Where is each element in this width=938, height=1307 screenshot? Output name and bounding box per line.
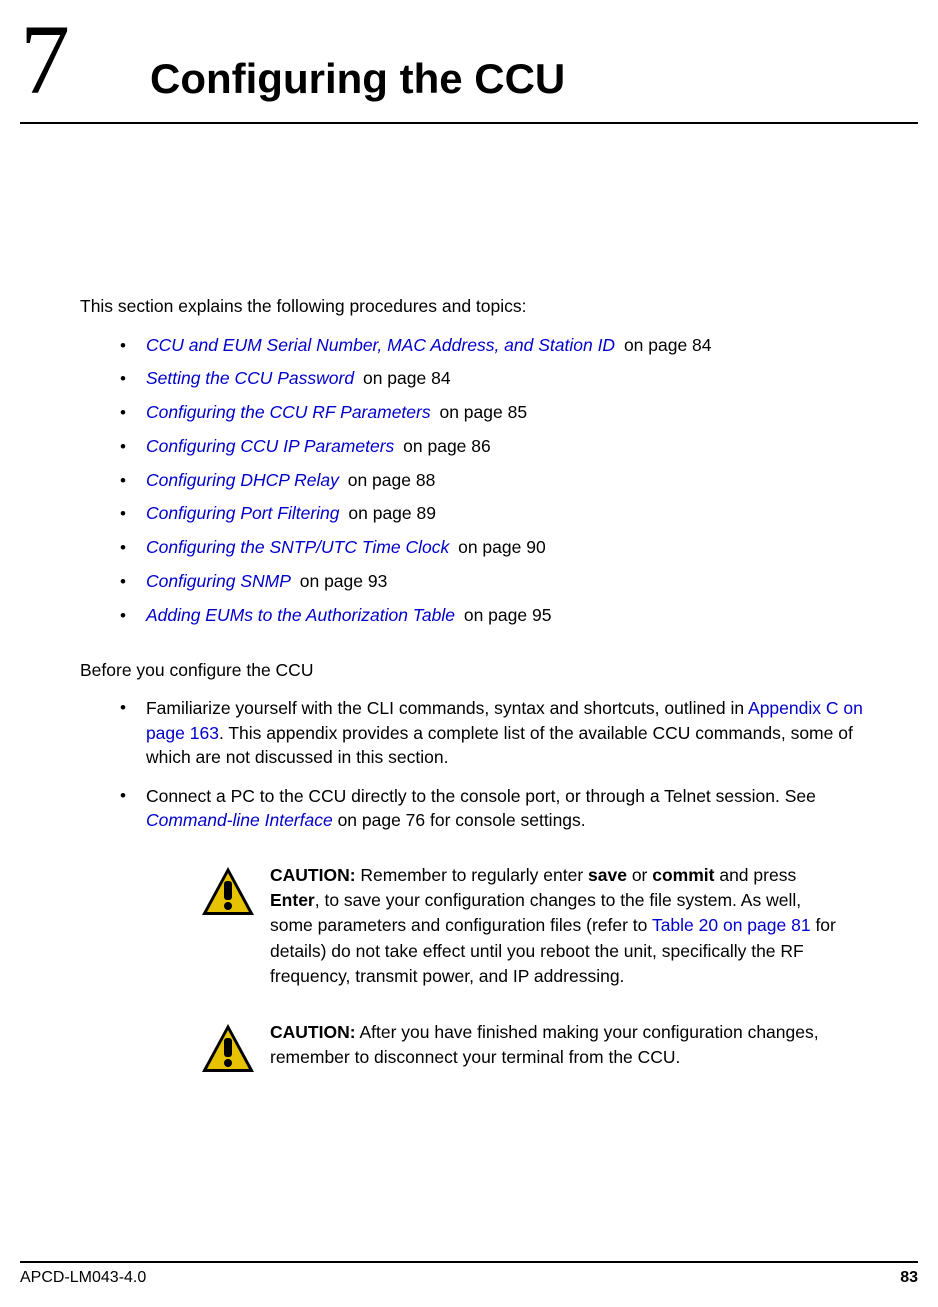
toc-item: • Setting the CCU Password on page 84 [120, 366, 898, 391]
list-item-text: Familiarize yourself with the CLI comman… [146, 696, 898, 770]
caution-label: CAUTION: [270, 1022, 356, 1042]
before-list: • Familiarize yourself with the CLI comm… [120, 696, 898, 833]
toc-suffix: on page 90 [453, 537, 545, 557]
toc-item: • Configuring the CCU RF Parameters on p… [120, 400, 898, 425]
toc-item: • Adding EUMs to the Authorization Table… [120, 603, 898, 628]
caution-block: CAUTION: After you have finished making … [200, 1020, 840, 1085]
text-fragment: Familiarize yourself with the CLI comman… [146, 698, 748, 718]
text-fragment: or [627, 865, 652, 885]
text-fragment: . This appendix provides a complete list… [146, 723, 853, 768]
caution-text: CAUTION: Remember to regularly enter sav… [270, 863, 840, 990]
list-item-text: Connect a PC to the CCU directly to the … [146, 784, 898, 833]
bullet-icon: • [120, 435, 126, 459]
toc-link[interactable]: Configuring DHCP Relay [146, 470, 339, 490]
cross-ref-link[interactable]: Table 20 on page 81 [652, 915, 811, 935]
toc-item: • Configuring the SNTP/UTC Time Clock on… [120, 535, 898, 560]
bullet-icon: • [120, 367, 126, 391]
before-heading: Before you configure the CCU [80, 658, 898, 683]
bold-term: save [588, 865, 627, 885]
toc-link[interactable]: Configuring CCU IP Parameters [146, 436, 394, 456]
caution-icon [200, 865, 256, 928]
toc-link[interactable]: Configuring the CCU RF Parameters [146, 402, 431, 422]
caution-text: CAUTION: After you have finished making … [270, 1020, 840, 1071]
chapter-number: 7 [20, 10, 150, 110]
chapter-header: 7 Configuring the CCU [0, 0, 938, 110]
bullet-icon: • [120, 536, 126, 560]
toc-item: • Configuring CCU IP Parameters on page … [120, 434, 898, 459]
text-fragment: Remember to regularly enter [356, 865, 588, 885]
bullet-icon: • [120, 469, 126, 493]
toc-link[interactable]: Setting the CCU Password [146, 368, 354, 388]
toc-item: • Configuring DHCP Relay on page 88 [120, 468, 898, 493]
toc-item: • CCU and EUM Serial Number, MAC Address… [120, 333, 898, 358]
toc-suffix: on page 84 [619, 335, 711, 355]
doc-id: APCD-LM043-4.0 [20, 1269, 146, 1287]
bullet-icon: • [120, 696, 126, 720]
toc-suffix: on page 95 [459, 605, 551, 625]
text-fragment: and press [714, 865, 796, 885]
toc-link[interactable]: Configuring the SNTP/UTC Time Clock [146, 537, 449, 557]
list-item: • Familiarize yourself with the CLI comm… [120, 696, 898, 770]
content-body: This section explains the following proc… [0, 124, 938, 1084]
bullet-icon: • [120, 570, 126, 594]
toc-suffix: on page 84 [358, 368, 450, 388]
toc-suffix: on page 85 [435, 402, 527, 422]
bold-term: Enter [270, 890, 315, 910]
intro-text: This section explains the following proc… [80, 294, 898, 319]
toc-item: • Configuring SNMP on page 93 [120, 569, 898, 594]
caution-icon [200, 1022, 256, 1085]
cross-ref-link[interactable]: Command-line Interface [146, 810, 333, 830]
toc-suffix: on page 89 [344, 503, 436, 523]
toc-list: • CCU and EUM Serial Number, MAC Address… [120, 333, 898, 628]
toc-link[interactable]: Adding EUMs to the Authorization Table [146, 605, 455, 625]
chapter-title: Configuring the CCU [150, 15, 898, 103]
bullet-icon: • [120, 784, 126, 808]
toc-suffix: on page 93 [295, 571, 387, 591]
toc-link[interactable]: CCU and EUM Serial Number, MAC Address, … [146, 335, 615, 355]
page-footer: APCD-LM043-4.0 83 [20, 1261, 918, 1287]
bullet-icon: • [120, 334, 126, 358]
toc-link[interactable]: Configuring Port Filtering [146, 503, 340, 523]
toc-suffix: on page 88 [343, 470, 435, 490]
bold-term: commit [652, 865, 714, 885]
list-item: • Connect a PC to the CCU directly to th… [120, 784, 898, 833]
bullet-icon: • [120, 604, 126, 628]
text-fragment: on page 76 for console settings. [333, 810, 586, 830]
page: 7 Configuring the CCU This section expla… [0, 0, 938, 1307]
toc-link[interactable]: Configuring SNMP [146, 571, 291, 591]
page-number: 83 [900, 1269, 918, 1287]
caution-block: CAUTION: Remember to regularly enter sav… [200, 863, 840, 990]
bullet-icon: • [120, 401, 126, 425]
toc-suffix: on page 86 [398, 436, 490, 456]
toc-item: • Configuring Port Filtering on page 89 [120, 501, 898, 526]
caution-label: CAUTION: [270, 865, 356, 885]
bullet-icon: • [120, 502, 126, 526]
text-fragment: Connect a PC to the CCU directly to the … [146, 786, 816, 806]
